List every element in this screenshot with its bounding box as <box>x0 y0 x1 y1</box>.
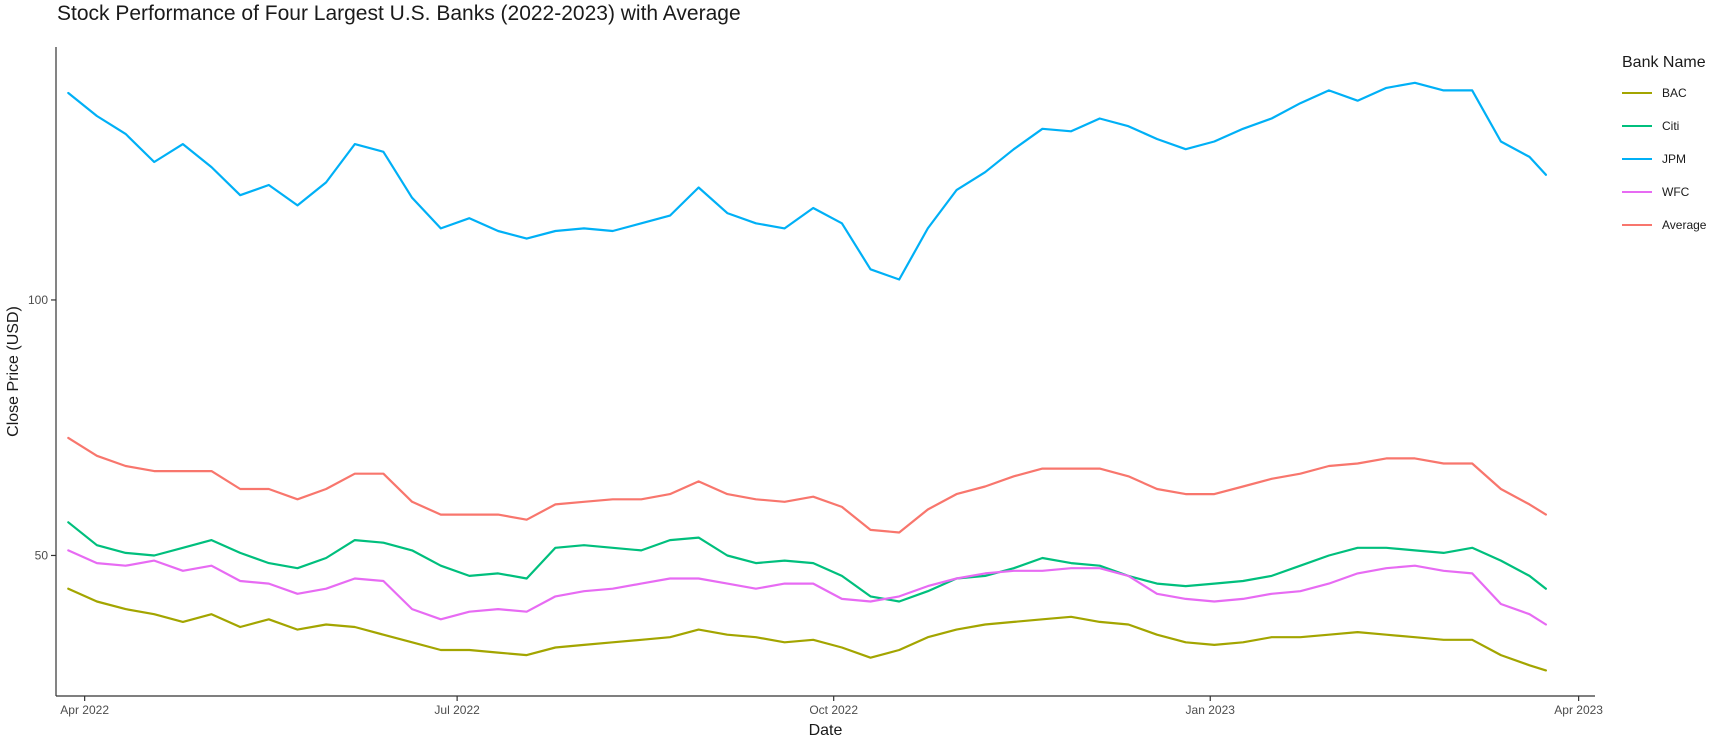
legend-key-line <box>1622 124 1652 127</box>
legend-items: BAC Citi JPM WFC Average <box>1622 76 1706 241</box>
legend-item-wfc: WFC <box>1622 175 1706 208</box>
legend-key-line <box>1622 190 1652 193</box>
legend-label: Citi <box>1662 118 1680 133</box>
x-tick-label: Apr 2022 <box>60 703 109 717</box>
legend-key-line <box>1622 223 1652 226</box>
legend-label: WFC <box>1662 184 1690 199</box>
legend-key-line <box>1622 91 1652 94</box>
legend-label: Average <box>1662 217 1707 232</box>
legend-item-citi: Citi <box>1622 109 1706 142</box>
series-line-bac <box>67 587 1548 672</box>
y-axis-title: Close Price (USD) <box>5 306 22 437</box>
legend-title: Bank Name <box>1622 54 1706 71</box>
legend-key-line <box>1622 157 1652 160</box>
legend-item-average: Average <box>1622 208 1706 241</box>
x-axis-title: Date <box>809 722 843 739</box>
series-line-average <box>67 436 1548 534</box>
legend-item-jpm: JPM <box>1622 142 1706 175</box>
y-tick-label: 50 <box>35 548 49 562</box>
legend: Bank Name BAC Citi JPM WFC Average <box>1622 54 1706 241</box>
legend-item-bac: BAC <box>1622 76 1706 109</box>
x-tick-label: Jan 2023 <box>1186 703 1236 717</box>
legend-label: BAC <box>1662 85 1687 100</box>
y-tick-label: 100 <box>28 293 48 307</box>
series-line-citi <box>67 521 1548 603</box>
series-layer <box>67 81 1548 672</box>
x-tick-label: Oct 2022 <box>809 703 858 717</box>
series-line-wfc <box>67 549 1548 626</box>
x-tick-label: Apr 2023 <box>1554 703 1603 717</box>
series-line-jpm <box>67 81 1548 281</box>
legend-label: JPM <box>1662 151 1686 166</box>
axes: Apr 2022 Jul 2022 Oct 2022 Jan 2023 Apr 2023… <box>5 47 1603 739</box>
chart-title: Stock Performance of Four Largest U.S. B… <box>57 2 741 25</box>
x-tick-label: Jul 2022 <box>434 703 480 717</box>
